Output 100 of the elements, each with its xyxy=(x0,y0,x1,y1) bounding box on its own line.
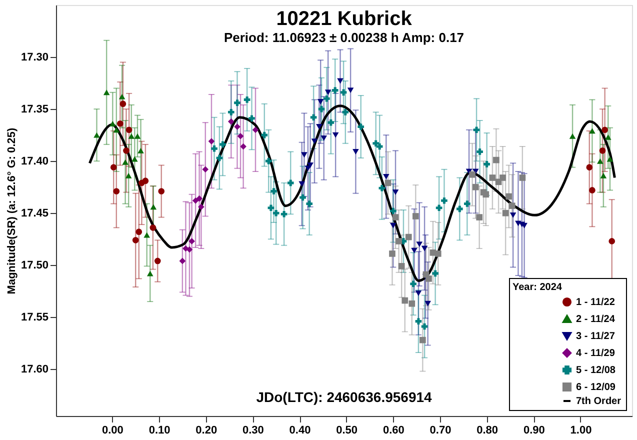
point xyxy=(482,191,490,198)
point xyxy=(389,250,396,257)
x-tick-label: 1.00 xyxy=(570,424,592,436)
point xyxy=(411,248,418,254)
point xyxy=(94,132,100,138)
x-tick-label: 0.80 xyxy=(476,424,498,436)
x-tick-label: 0.00 xyxy=(102,424,124,436)
y-tick-label: 17.35 xyxy=(20,104,48,116)
x-tick-label: 0.50 xyxy=(336,424,358,436)
point xyxy=(188,238,195,244)
point xyxy=(120,100,126,108)
point xyxy=(118,94,126,100)
legend-label: 3 - 11/27 xyxy=(576,331,616,342)
point xyxy=(390,208,396,214)
point xyxy=(392,190,399,196)
point xyxy=(410,280,416,288)
point xyxy=(272,210,280,216)
point xyxy=(415,318,422,324)
point xyxy=(600,172,607,178)
point xyxy=(150,204,157,210)
point xyxy=(434,250,442,257)
point xyxy=(123,148,130,154)
legend-label: 5 - 12/08 xyxy=(576,365,616,376)
y-tick-label: 17.40 xyxy=(20,156,48,168)
point xyxy=(316,124,322,130)
point xyxy=(589,128,596,134)
annotation: JDo(LTC): 2460636.956914 xyxy=(256,389,432,405)
point xyxy=(402,297,408,304)
point xyxy=(252,126,259,134)
text: Period: 11.06923 ± 0.00238 h Amp: 0.17 xyxy=(224,30,464,45)
point xyxy=(208,138,215,144)
point xyxy=(602,126,608,134)
point xyxy=(179,258,186,264)
point xyxy=(113,188,120,194)
point xyxy=(508,202,516,209)
point xyxy=(384,180,392,186)
point xyxy=(332,132,339,138)
point xyxy=(268,204,274,212)
point xyxy=(426,275,432,282)
point xyxy=(298,181,306,187)
point xyxy=(493,156,500,164)
point xyxy=(300,194,306,201)
point xyxy=(158,188,165,194)
point xyxy=(134,133,141,139)
point xyxy=(244,96,250,103)
x-tick-label: 0.70 xyxy=(430,424,452,436)
point xyxy=(500,174,506,181)
point xyxy=(116,120,124,127)
point xyxy=(142,178,149,184)
point xyxy=(198,204,204,210)
line-series xyxy=(88,104,616,282)
x-tick-label: 0.40 xyxy=(289,424,311,436)
point xyxy=(126,126,132,134)
point xyxy=(390,222,396,228)
point xyxy=(211,145,218,152)
point xyxy=(154,258,161,264)
point xyxy=(220,141,226,148)
point xyxy=(502,210,509,216)
legend-label: 6 - 12/09 xyxy=(576,382,616,393)
point xyxy=(358,124,364,130)
point xyxy=(332,87,338,94)
point xyxy=(489,174,496,181)
point xyxy=(436,204,442,212)
point xyxy=(472,184,479,190)
point xyxy=(324,95,330,102)
point xyxy=(320,135,328,141)
point xyxy=(228,109,234,116)
point xyxy=(337,78,344,84)
point xyxy=(416,242,423,248)
point xyxy=(113,127,120,133)
point xyxy=(216,154,223,162)
point xyxy=(378,184,386,192)
point xyxy=(237,132,244,140)
point xyxy=(473,126,480,134)
point xyxy=(328,119,334,126)
point xyxy=(340,89,347,96)
point xyxy=(132,156,138,162)
point xyxy=(464,200,470,207)
point xyxy=(420,336,426,344)
y-tick-label: 17.50 xyxy=(20,260,48,272)
legend-label: 4 - 11/29 xyxy=(576,348,616,359)
point xyxy=(248,115,255,122)
point xyxy=(506,193,512,200)
y-tick-label: 17.30 xyxy=(20,52,48,64)
point xyxy=(234,100,240,106)
point xyxy=(311,138,318,144)
x-tick-label: 0.60 xyxy=(382,424,404,436)
point xyxy=(125,172,132,178)
point xyxy=(347,88,354,94)
point xyxy=(392,214,399,220)
point xyxy=(441,197,448,204)
point xyxy=(186,246,193,253)
point xyxy=(136,228,142,235)
point xyxy=(234,124,240,130)
point xyxy=(415,290,422,296)
point xyxy=(132,237,139,244)
point xyxy=(476,148,483,155)
point xyxy=(122,159,128,165)
point xyxy=(146,270,154,276)
legend-label: 1 - 11/22 xyxy=(576,297,616,308)
